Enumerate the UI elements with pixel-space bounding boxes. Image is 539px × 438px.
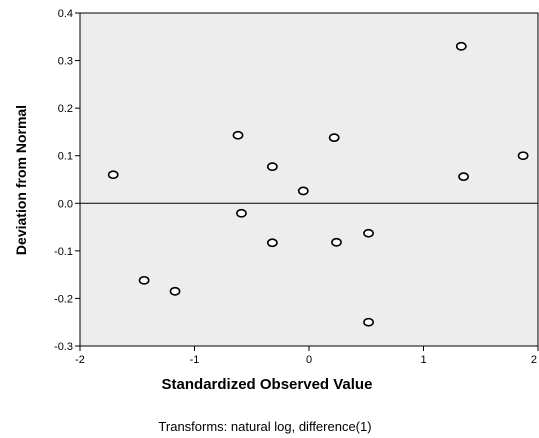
data-point xyxy=(107,170,119,180)
data-point xyxy=(297,186,309,196)
x-tick-label: -1 xyxy=(190,354,200,366)
data-point xyxy=(363,228,374,238)
data-point xyxy=(328,133,340,143)
data-point xyxy=(331,237,342,247)
data-point xyxy=(232,130,244,140)
y-tick-label: 0.3 xyxy=(58,56,73,68)
y-tick-label: -0.2 xyxy=(54,293,73,305)
y-tick-label: 0.0 xyxy=(58,198,73,210)
data-point xyxy=(138,275,150,285)
data-point xyxy=(517,151,529,161)
data-point xyxy=(169,286,181,296)
data-point xyxy=(363,317,374,327)
data-points xyxy=(107,41,529,327)
y-axis: -0.3 -0.2 -0.1 0.0 0.1 0.2 0.3 0.4 xyxy=(54,8,80,353)
x-tick-label: 1 xyxy=(420,354,426,366)
data-point xyxy=(458,172,469,182)
x-tick-label: 0 xyxy=(306,354,312,366)
y-tick-label: 0.1 xyxy=(58,151,73,163)
y-axis-title: Deviation from Normal xyxy=(13,105,29,255)
data-point xyxy=(455,41,467,51)
y-tick-label: 0.4 xyxy=(58,8,73,20)
y-tick-label: 0.2 xyxy=(58,103,73,115)
x-axis: -2 -1 0 1 2 xyxy=(75,346,539,366)
data-point xyxy=(236,208,247,218)
data-point xyxy=(266,238,278,248)
transform-footnote: Transforms: natural log, difference(1) xyxy=(158,419,371,434)
x-tick-label: 2 xyxy=(531,354,537,366)
x-tick-label: -2 xyxy=(75,354,85,366)
data-point xyxy=(266,162,278,172)
x-axis-title: Standardized Observed Value xyxy=(162,376,373,393)
y-tick-label: -0.1 xyxy=(54,246,73,258)
y-tick-label: -0.3 xyxy=(54,341,73,353)
plot-area xyxy=(79,12,539,347)
